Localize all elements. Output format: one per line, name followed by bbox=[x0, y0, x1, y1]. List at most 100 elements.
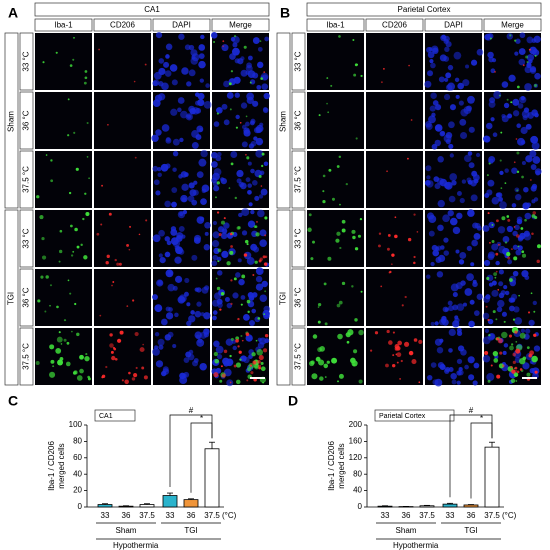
cell bbox=[502, 235, 510, 243]
panel-letter: A bbox=[8, 5, 18, 21]
cell bbox=[464, 154, 472, 163]
cell bbox=[264, 290, 267, 293]
cell bbox=[213, 372, 219, 378]
bar bbox=[377, 505, 393, 508]
cell bbox=[204, 221, 211, 229]
cell bbox=[58, 260, 61, 263]
cell bbox=[506, 215, 510, 218]
cell bbox=[99, 314, 102, 317]
cell bbox=[220, 232, 228, 240]
cell bbox=[241, 274, 246, 279]
cell bbox=[430, 92, 437, 99]
cell bbox=[246, 257, 255, 265]
cell bbox=[192, 189, 199, 196]
cell bbox=[230, 162, 234, 166]
cell bbox=[145, 219, 148, 222]
region-box bbox=[34, 2, 270, 17]
cell bbox=[220, 291, 225, 296]
column-box bbox=[483, 18, 542, 32]
cell bbox=[116, 262, 120, 266]
cell bbox=[223, 80, 230, 88]
cell bbox=[196, 125, 204, 133]
cell bbox=[152, 294, 158, 301]
cell bbox=[85, 353, 88, 356]
cell bbox=[176, 232, 184, 240]
cell bbox=[514, 317, 523, 325]
cell bbox=[65, 361, 71, 367]
cell bbox=[134, 331, 139, 337]
cell bbox=[177, 107, 182, 113]
cell bbox=[508, 334, 513, 338]
temp-label: 37.5 °C bbox=[294, 343, 303, 370]
column-box bbox=[306, 18, 365, 32]
cell bbox=[245, 70, 250, 75]
cell bbox=[233, 34, 237, 38]
cell bbox=[425, 120, 432, 128]
cell bbox=[514, 39, 517, 42]
cell bbox=[220, 177, 227, 185]
cell bbox=[200, 149, 208, 158]
cell bbox=[191, 55, 196, 60]
cell bbox=[101, 375, 104, 379]
x-tick-label: 33 bbox=[101, 511, 110, 520]
x-tick-label: 37.5 bbox=[139, 511, 155, 520]
cell bbox=[76, 245, 80, 249]
cell bbox=[337, 380, 339, 383]
cell bbox=[216, 256, 222, 262]
cell bbox=[177, 210, 186, 219]
cell bbox=[500, 290, 506, 296]
cell bbox=[439, 54, 447, 62]
cell bbox=[252, 179, 258, 186]
cell bbox=[482, 312, 490, 320]
cell bbox=[452, 292, 458, 298]
cell bbox=[158, 93, 166, 101]
cell bbox=[437, 224, 444, 232]
cell bbox=[211, 240, 220, 248]
cell bbox=[513, 256, 518, 261]
cell bbox=[524, 275, 530, 280]
cell bbox=[533, 35, 541, 43]
cell bbox=[512, 352, 517, 357]
cell bbox=[221, 373, 226, 378]
cell bbox=[83, 81, 87, 85]
cell bbox=[74, 227, 78, 232]
cell bbox=[504, 290, 510, 296]
temp-box bbox=[19, 91, 34, 150]
cell bbox=[429, 105, 436, 112]
cell bbox=[257, 359, 261, 364]
cell bbox=[430, 62, 436, 69]
cell bbox=[525, 123, 532, 130]
cell bbox=[217, 302, 223, 308]
cell bbox=[354, 247, 359, 251]
cell bbox=[144, 63, 147, 66]
cell bbox=[153, 179, 160, 186]
column-box bbox=[365, 18, 424, 32]
cell bbox=[246, 299, 251, 304]
cell bbox=[424, 80, 432, 88]
column-label: Merge bbox=[229, 21, 252, 30]
cell bbox=[429, 59, 434, 64]
cell bbox=[470, 194, 478, 202]
cell bbox=[470, 262, 475, 267]
cell bbox=[240, 334, 243, 338]
cell bbox=[114, 258, 117, 262]
cell bbox=[318, 114, 321, 117]
group-box bbox=[4, 209, 19, 386]
cell bbox=[506, 251, 511, 257]
cell bbox=[469, 299, 475, 305]
x-tick-label: 33 bbox=[446, 511, 455, 520]
cell bbox=[257, 337, 262, 342]
column-label: CD206 bbox=[110, 21, 135, 30]
cell bbox=[391, 253, 395, 257]
cell bbox=[394, 234, 398, 239]
cell bbox=[247, 310, 250, 314]
bar bbox=[442, 503, 458, 508]
cell bbox=[482, 225, 490, 232]
cell bbox=[322, 199, 326, 204]
cell bbox=[520, 140, 526, 145]
cell bbox=[522, 356, 527, 361]
cell bbox=[482, 355, 491, 363]
cell bbox=[84, 355, 90, 362]
cell bbox=[171, 79, 178, 86]
group-box bbox=[276, 32, 291, 209]
